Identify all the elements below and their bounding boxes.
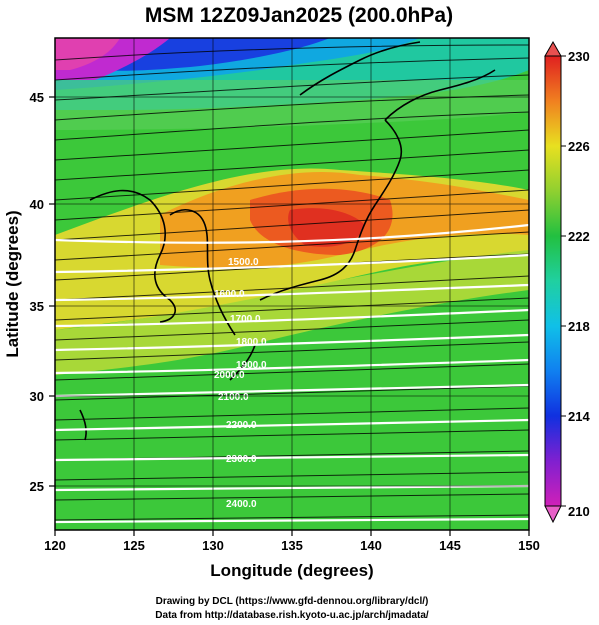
colorbar-tick-label: 222 xyxy=(568,229,590,244)
credit-line-1: Drawing by DCL (https://www.gfd-dennou.o… xyxy=(156,596,429,607)
y-tick-label: 40 xyxy=(30,197,44,212)
colorbar-gradient xyxy=(544,55,562,507)
y-tick-label: 30 xyxy=(30,389,44,404)
contour-label: 1600.0 xyxy=(214,289,245,300)
y-axis-label: Latitude (degrees) xyxy=(3,210,22,357)
x-tick-label: 135 xyxy=(281,538,303,553)
grid-lines xyxy=(55,38,529,530)
contour-label: 2300.0 xyxy=(226,454,257,465)
colorbar-tick-label: 226 xyxy=(568,139,590,154)
x-tick-label: 120 xyxy=(44,538,66,553)
x-tick-label: 130 xyxy=(202,538,224,553)
contour-label: 1500.0 xyxy=(228,257,259,268)
y-tick-label: 25 xyxy=(30,479,44,494)
colorbar-tick-label: 230 xyxy=(568,49,590,64)
colorbar-tick-label: 218 xyxy=(568,319,590,334)
x-tick-label: 125 xyxy=(123,538,145,553)
y-tick-labels: 25 30 35 40 45 xyxy=(30,90,44,494)
y-tick-label: 35 xyxy=(30,299,44,314)
y-tick-label: 45 xyxy=(30,90,44,105)
map-title: MSM 12Z09Jan2025 (200.0hPa) xyxy=(145,4,453,27)
contour-label: 2400.0 xyxy=(226,499,257,510)
contour-label: 2100.0 xyxy=(218,392,249,403)
contour-label: 2000.0 xyxy=(214,370,245,381)
x-tick-label: 145 xyxy=(439,538,461,553)
contour-label: 1900.0 xyxy=(236,360,267,371)
credit-line-2: Data from http://database.rish.kyoto-u.a… xyxy=(155,610,429,621)
coastline xyxy=(79,41,496,441)
colorbar-tick-label: 214 xyxy=(568,409,590,424)
contour-label: 2200.0 xyxy=(226,420,257,431)
colorbar-tick-label: 210 xyxy=(568,504,590,519)
height-contours xyxy=(55,223,529,524)
colorbar-top-arrow xyxy=(544,40,562,57)
x-tick-labels: 120 125 130 135 140 145 150 xyxy=(44,538,540,553)
contour-label-group: 1500.0 1600.0 1700.0 1800.0 1900.0 2000.… xyxy=(214,257,267,510)
axis-ticks xyxy=(49,96,530,536)
x-tick-label: 140 xyxy=(360,538,382,553)
contour-label: 1800.0 xyxy=(236,337,267,348)
colorbar: 230 226 222 218 214 210 xyxy=(544,40,590,524)
x-axis-label: Longitude (degrees) xyxy=(210,561,373,580)
contour-label: 1700.0 xyxy=(230,314,261,325)
x-tick-label: 150 xyxy=(518,538,540,553)
colorbar-bottom-arrow xyxy=(544,505,562,524)
